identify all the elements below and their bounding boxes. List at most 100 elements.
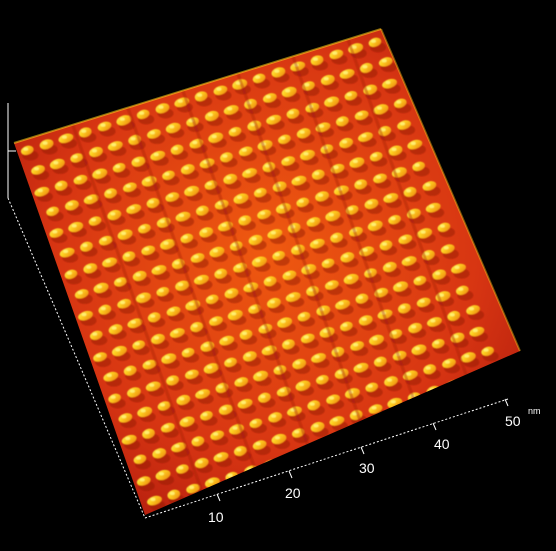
surface-bump-highlight [409, 210, 415, 215]
surface-bump-highlight [284, 158, 290, 162]
surface-bump-highlight [189, 485, 195, 489]
surface-bump-highlight [158, 105, 164, 109]
surface-bump-highlight [425, 366, 431, 370]
surface-bump-highlight [129, 206, 135, 210]
surface-bump-highlight [289, 110, 294, 115]
surface-bump-highlight [81, 312, 87, 317]
surface-bump-highlight [227, 107, 233, 111]
tick-30-mark [360, 446, 365, 455]
surface-bump-highlight [116, 279, 122, 283]
surface-bump-highlight [149, 200, 154, 204]
surface-bump-highlight [458, 287, 464, 291]
surface-bump-highlight [327, 282, 333, 286]
tick-label-30: 30 [359, 460, 375, 476]
tick-40-mark [432, 422, 437, 431]
surface-bump-highlight [101, 237, 107, 241]
surface-bump-highlight [241, 400, 246, 405]
surface-bump-highlight [313, 240, 319, 245]
surface-bump-highlight [367, 201, 373, 205]
surface-bump-highlight [380, 128, 386, 132]
surface-bump-highlight [82, 243, 88, 247]
surface-bump-highlight [358, 295, 363, 299]
surface-bump-highlight [260, 211, 266, 215]
surface-bump-highlight [71, 224, 77, 228]
surface-bump-highlight [425, 183, 431, 187]
surface-bump-highlight [376, 175, 381, 179]
surface-bump-highlight [97, 285, 102, 289]
surface-bump-highlight [357, 364, 362, 369]
surface-bump-highlight [353, 343, 359, 347]
surface-bump-highlight [242, 331, 247, 335]
surface-bump-highlight [303, 335, 309, 339]
surface-bump-highlight [213, 249, 218, 253]
surface-bump-highlight [62, 135, 67, 139]
surface-bump-highlight [299, 382, 304, 387]
surface-bump-highlight [236, 264, 241, 269]
surface-bump-highlight [158, 288, 164, 293]
surface-bump-highlight [440, 224, 445, 228]
surface-bump-highlight [367, 384, 373, 388]
surface-bump-highlight [221, 406, 227, 411]
surface-bump-highlight [169, 491, 175, 495]
surface-bump-highlight [154, 336, 159, 340]
surface-bump-highlight [429, 204, 435, 209]
surface-bump-highlight [309, 402, 315, 406]
surface-bump-highlight [236, 448, 242, 452]
surface-bump-highlight [332, 418, 338, 422]
surface-bump-highlight [256, 373, 262, 377]
surface-bump-highlight [395, 169, 401, 173]
tick-label-20: 20 [285, 485, 301, 501]
surface-bump-highlight [139, 111, 145, 115]
surface-bump-highlight [237, 379, 243, 383]
tick-label-40: 40 [434, 436, 450, 452]
surface-bump-highlight [390, 216, 396, 221]
surface-bump-highlight [274, 69, 280, 73]
surface-bump-highlight [121, 231, 127, 235]
surface-bump-highlight [207, 113, 213, 117]
surface-ridge-line [346, 38, 481, 412]
surface-bump-highlight [160, 403, 165, 407]
surface-bump-highlight [227, 290, 233, 294]
tick-label-50: 50 [505, 413, 521, 429]
surface-bump-highlight [343, 71, 349, 75]
surface-bump-highlight [371, 39, 376, 43]
surface-bump-highlight [270, 300, 275, 304]
surface-bump-highlight [106, 373, 112, 377]
surface-bump-highlight [34, 167, 39, 171]
surface-bump-highlight [87, 196, 93, 200]
surface-bump-highlight [241, 148, 247, 152]
surface-bump-highlight [372, 153, 378, 157]
surface-bump-highlight [217, 454, 222, 458]
surface-bump-highlight [120, 300, 126, 305]
surface-bump-highlight [347, 92, 352, 97]
surface-bump-highlight [121, 415, 127, 419]
surface-bump-highlight [406, 189, 411, 193]
surface-bump-highlight [198, 207, 204, 211]
surface-bump-highlight [269, 116, 275, 121]
surface-bump-highlight [405, 258, 411, 262]
surface-bump-highlight [240, 217, 246, 221]
surface-bump-highlight [125, 436, 131, 441]
surface-bump-highlight [134, 342, 140, 346]
surface-bump-highlight [391, 147, 397, 151]
surface-bump-highlight [150, 497, 156, 501]
surface-bump-highlight [231, 128, 236, 133]
surface-bump-highlight [313, 424, 319, 428]
surface-bump-highlight [100, 123, 106, 127]
surface-bump-highlight [319, 124, 324, 128]
surface-bump-highlight [289, 294, 295, 298]
surface-bump-highlight [208, 296, 214, 300]
surface-bump-highlight [483, 348, 489, 352]
surface-bump-highlight [131, 320, 136, 324]
surface-bump-highlight [198, 391, 204, 395]
surface-bump-highlight [193, 255, 199, 259]
surface-bump-highlight [295, 177, 300, 181]
surface-ridge-line [71, 124, 206, 498]
unit-label: nm [528, 406, 541, 416]
surface-bump-highlight [168, 377, 174, 381]
surface-bump-highlight [377, 106, 382, 110]
surface-bump-highlight [136, 456, 141, 460]
surface-bump-highlight [245, 353, 251, 357]
surface-bump-highlight [357, 112, 363, 116]
surface-bump-highlight [208, 479, 214, 483]
